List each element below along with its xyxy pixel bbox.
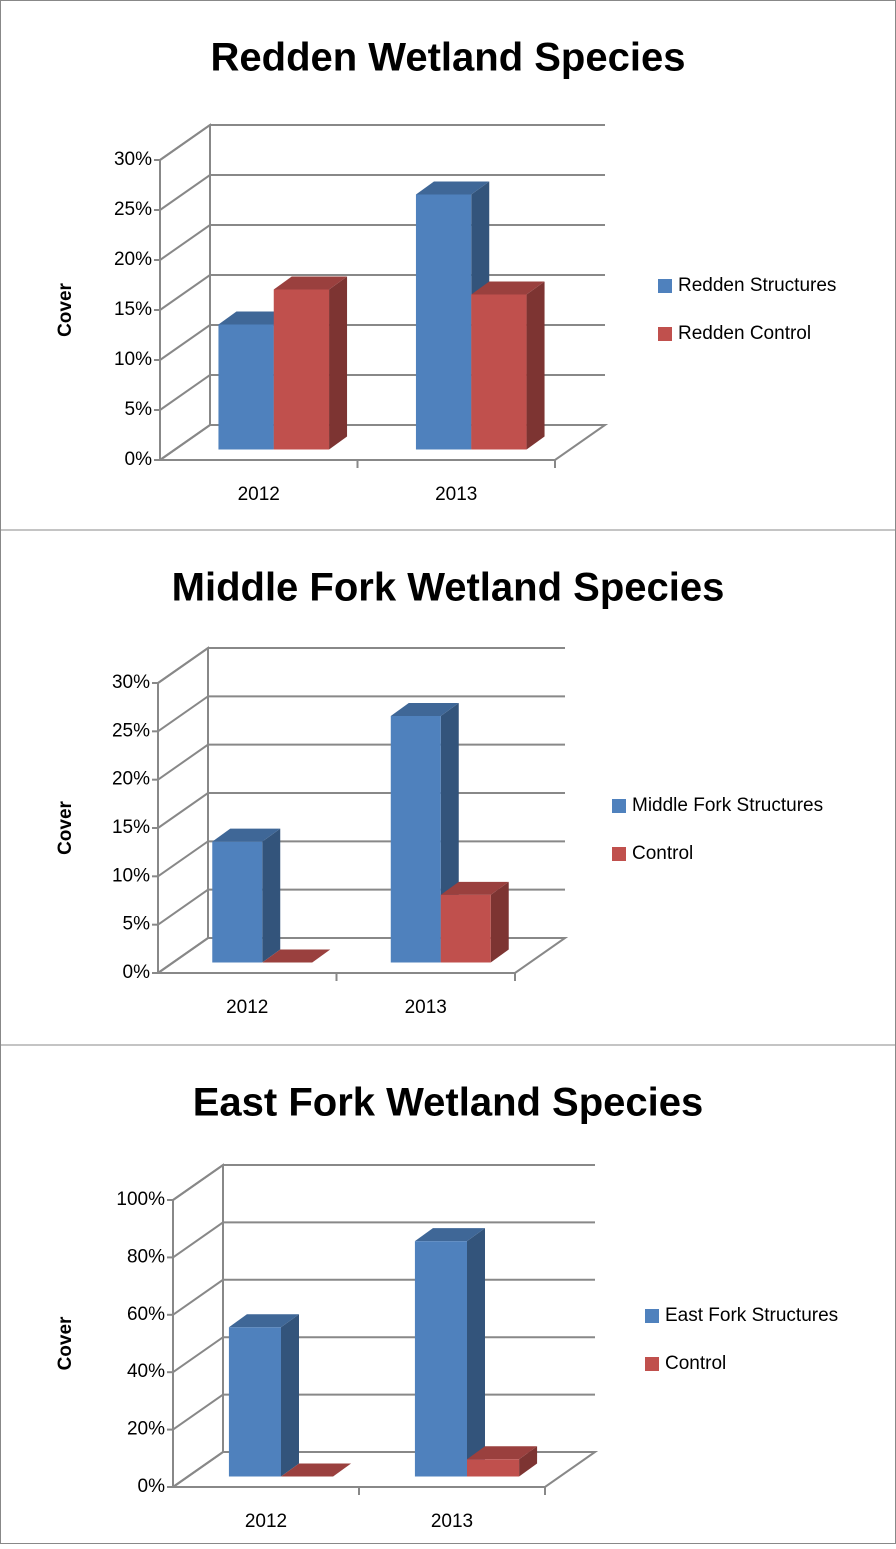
x-tick-label: 2012 (245, 1511, 287, 1532)
y-tick-label: 10% (112, 865, 150, 886)
legend-label: Control (632, 843, 693, 864)
bar (273, 289, 330, 450)
y-tick-label: 60% (127, 1304, 165, 1325)
y-axis-label: Cover (55, 282, 76, 336)
chart-title: Middle Fork Wetland Species (172, 566, 725, 610)
y-tick-label: 20% (112, 769, 150, 790)
y-tick-label: 0% (138, 1476, 166, 1497)
y-tick-label: 100% (116, 1189, 165, 1210)
legend-swatch (645, 1357, 659, 1371)
legend-label: Middle Fork Structures (632, 795, 823, 816)
y-axis-label: Cover (55, 1316, 76, 1370)
bar-top (415, 181, 490, 195)
y-tick-label: 0% (123, 962, 151, 983)
legend-swatch (658, 279, 672, 293)
y-tick-label: 20% (114, 249, 152, 270)
y-tick-label: 5% (123, 914, 151, 935)
y-tick-label: 40% (127, 1361, 165, 1382)
bar-top (414, 1228, 485, 1242)
bar-side (467, 1228, 485, 1477)
grid-line (159, 124, 605, 161)
legend-swatch (645, 1309, 659, 1323)
y-tick-label: 25% (114, 199, 152, 220)
y-tick-label: 10% (114, 349, 152, 370)
bar-side (262, 828, 281, 963)
y-tick-label: 30% (112, 672, 150, 693)
grid-line (172, 1164, 595, 1201)
bar-top (228, 1314, 299, 1328)
legend-swatch (612, 799, 626, 813)
bar-side (519, 1446, 538, 1477)
legend-label: Redden Structures (678, 275, 836, 296)
legend-swatch (612, 847, 626, 861)
bar-side (526, 281, 545, 450)
x-tick-label: 2013 (405, 997, 447, 1018)
bar (414, 1241, 467, 1477)
bar-top (212, 828, 281, 842)
legend-swatch (658, 327, 672, 341)
bar-side (281, 1314, 299, 1477)
x-tick-label: 2013 (435, 484, 477, 505)
y-tick-label: 80% (127, 1246, 165, 1267)
bar (415, 194, 472, 450)
y-tick-label: 5% (125, 399, 153, 420)
bar-top (218, 311, 292, 325)
bar (218, 324, 274, 450)
y-tick-label: 15% (114, 299, 152, 320)
bar-side (490, 881, 509, 963)
bar-top (281, 1463, 352, 1477)
y-tick-label: 30% (114, 149, 152, 170)
legend-label: Redden Control (678, 323, 811, 344)
chart-title: East Fork Wetland Species (193, 1081, 704, 1125)
chart-title: Redden Wetland Species (211, 36, 686, 80)
bar (228, 1327, 281, 1477)
grid-line (157, 695, 565, 733)
bar-top (390, 703, 459, 716)
bar (212, 841, 263, 963)
y-tick-label: 20% (127, 1419, 165, 1440)
y-tick-label: 25% (112, 720, 150, 741)
grid-line (159, 174, 605, 211)
legend-label: East Fork Structures (665, 1305, 838, 1326)
bar-top (471, 281, 545, 295)
y-tick-label: 0% (125, 449, 153, 470)
y-tick-label: 15% (112, 817, 150, 838)
bar-top (273, 276, 348, 290)
grid-line (172, 1221, 595, 1259)
bar-top (262, 949, 331, 963)
bar-top (440, 881, 509, 895)
x-tick-label: 2012 (238, 484, 280, 505)
bar (471, 294, 527, 450)
bar-side (329, 276, 348, 450)
y-axis-label: Cover (55, 800, 76, 854)
bar (440, 894, 491, 963)
legend-label: Control (665, 1353, 726, 1374)
x-tick-label: 2013 (431, 1511, 473, 1532)
x-tick-label: 2012 (226, 997, 268, 1018)
bar (390, 716, 441, 963)
bar (467, 1459, 520, 1477)
bar-top (467, 1446, 538, 1460)
grid-line (157, 647, 565, 684)
